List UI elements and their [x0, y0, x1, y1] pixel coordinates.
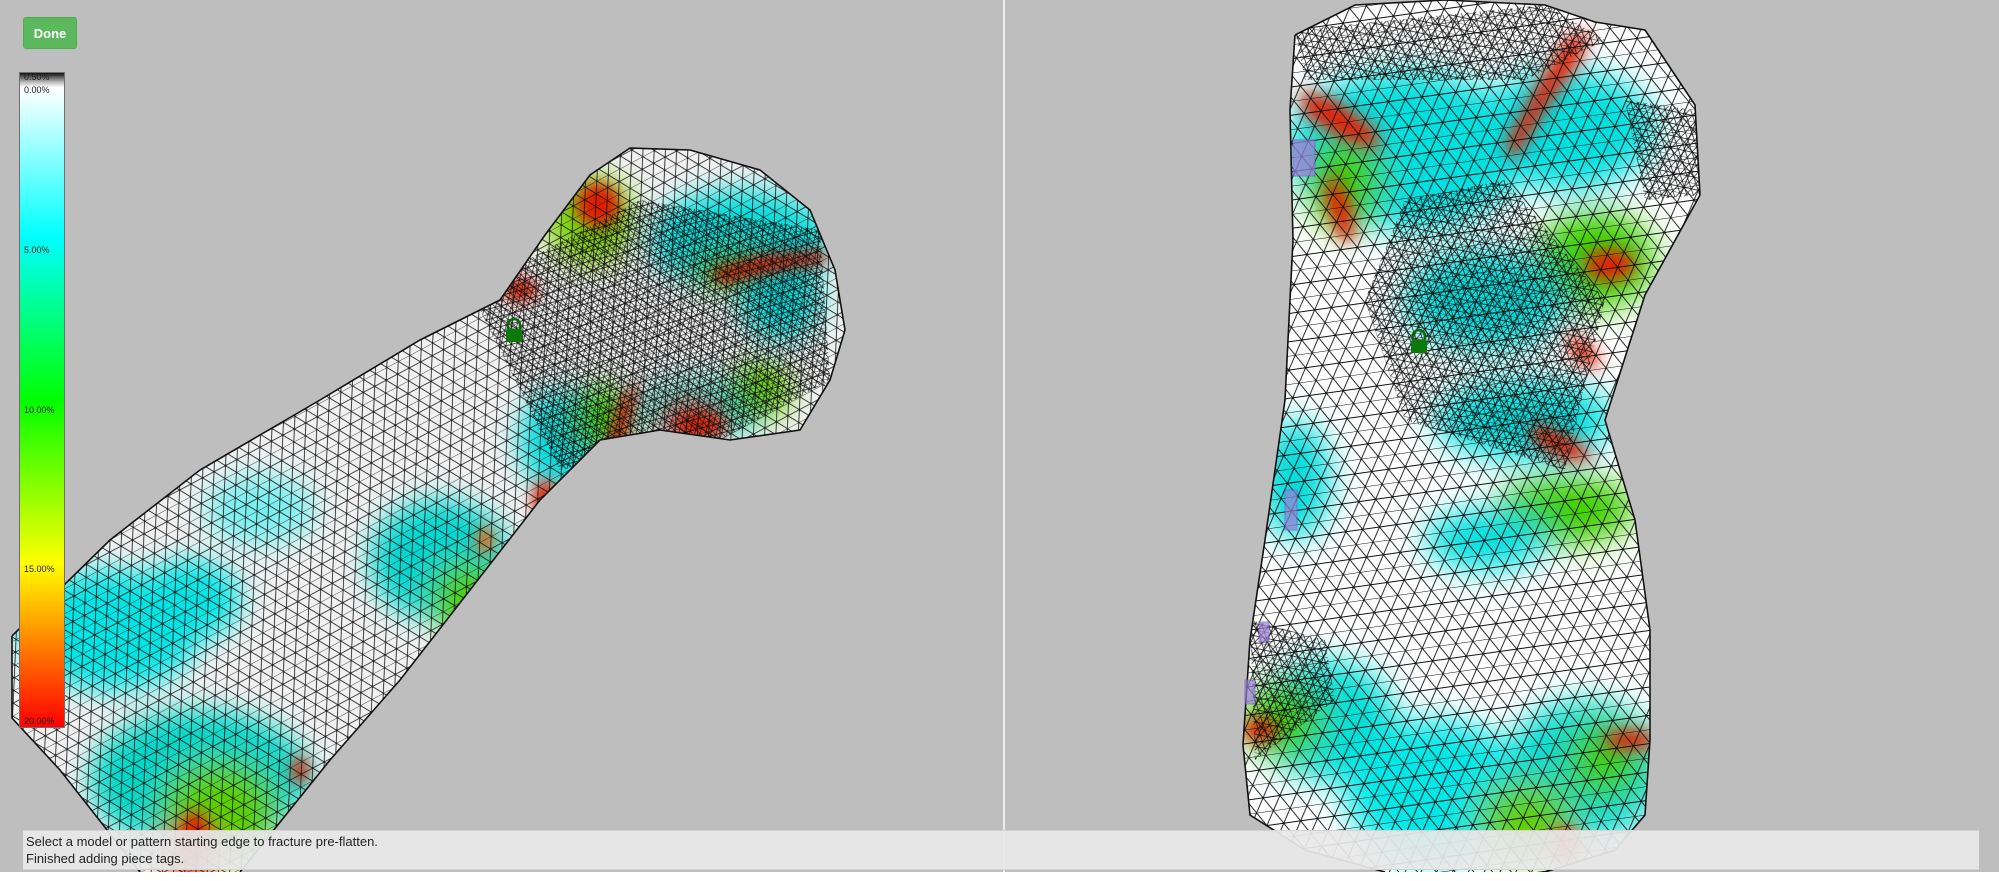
piece-tag-marker[interactable]	[1284, 489, 1298, 531]
legend-label-5: 5.00%	[24, 245, 50, 255]
legend-label-20: 20.00%	[24, 716, 55, 726]
piece-tag-marker[interactable]	[1292, 139, 1316, 177]
3d-model-viewport[interactable]	[0, 0, 1005, 872]
2d-pattern-viewport[interactable]	[1005, 0, 1999, 872]
status-message-1: Select a model or pattern starting edge …	[26, 834, 378, 849]
done-button[interactable]: Done	[23, 17, 77, 49]
legend-label-0: 0.00%	[24, 85, 50, 95]
2d-pattern-render[interactable]	[1005, 0, 1999, 872]
strain-color-legend: 0.50% 0.00% 5.00% 10.00% 15.00% 20.00%	[19, 72, 65, 728]
piece-tag-marker[interactable]	[1258, 621, 1270, 643]
piece-tag-marker[interactable]	[1244, 679, 1256, 705]
status-bar: Select a model or pattern starting edge …	[23, 830, 1979, 870]
3d-mesh-render[interactable]	[0, 0, 1003, 872]
legend-label-max: 0.50%	[24, 72, 50, 82]
lock-icon[interactable]	[503, 318, 525, 344]
lock-icon[interactable]	[1408, 329, 1430, 355]
legend-label-10: 10.00%	[24, 405, 55, 415]
legend-label-15: 15.00%	[24, 564, 55, 574]
status-message-2: Finished adding piece tags.	[26, 851, 185, 866]
